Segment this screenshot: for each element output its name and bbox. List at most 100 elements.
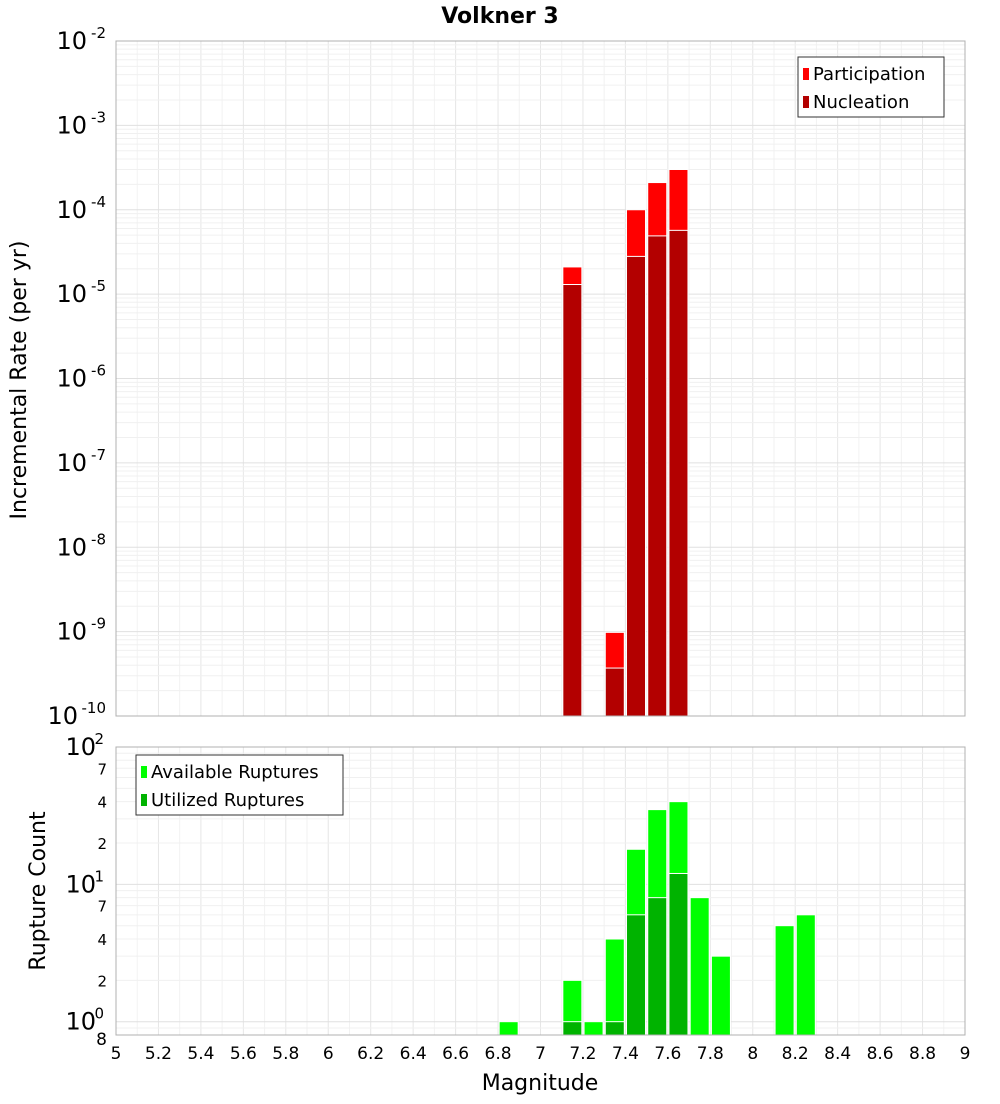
top-legend: Participation Nucleation xyxy=(797,56,945,118)
y-tick-base: 10 xyxy=(56,27,87,55)
bar-utilized-ruptures xyxy=(604,1021,625,1036)
bar-available-ruptures xyxy=(498,1021,519,1036)
x-tick-label: 8.2 xyxy=(782,1044,809,1064)
x-tick-label: 5.2 xyxy=(145,1044,172,1064)
x-tick-label: 6.2 xyxy=(357,1044,384,1064)
bar-utilized-ruptures xyxy=(668,872,689,1036)
x-tick-label: 7.2 xyxy=(569,1044,596,1064)
x-tick-label: 6.8 xyxy=(485,1044,512,1064)
y-tick-base: 10 xyxy=(56,196,87,224)
x-tick-label: 7.8 xyxy=(697,1044,724,1064)
y-tick-label: 10 -5 xyxy=(56,277,106,308)
y-minor-tick-label: 7 xyxy=(97,760,107,778)
bar-available-ruptures xyxy=(710,955,731,1036)
y-tick-label: 101 xyxy=(65,867,104,898)
y-tick-base: 10 xyxy=(56,280,87,308)
y-bottom-tick-label: 8 xyxy=(96,1030,107,1050)
y-minor-tick-label: 2 xyxy=(97,835,107,853)
y-minor-tick-label: 2 xyxy=(97,972,107,990)
bar-available-ruptures xyxy=(604,938,625,1036)
bar-nucleation xyxy=(668,229,689,717)
y-tick-exponent: -9 xyxy=(91,615,106,633)
y-tick-base: 10 xyxy=(65,870,96,898)
x-tick-label: 5.8 xyxy=(272,1044,299,1064)
bar-utilized-ruptures xyxy=(562,1021,583,1036)
bar-nucleation xyxy=(626,255,647,717)
y-minor-tick-label: 7 xyxy=(97,898,107,916)
y-tick-base: 10 xyxy=(56,365,87,393)
y-tick-base: 10 xyxy=(56,533,87,561)
y-tick-exponent: -7 xyxy=(91,446,106,464)
x-tick-label: 6 xyxy=(323,1044,334,1064)
legend-swatch xyxy=(141,766,147,778)
x-tick-label: 5.4 xyxy=(187,1044,214,1064)
y-tick-exponent: 2 xyxy=(94,730,104,748)
bar-utilized-ruptures xyxy=(626,914,647,1036)
x-tick-label: 8.4 xyxy=(824,1044,851,1064)
y-tick-label: 10 -9 xyxy=(56,615,106,646)
bottom-legend: Available Ruptures Utilized Ruptures xyxy=(135,754,344,816)
x-axis-title: Magnitude xyxy=(482,1071,599,1096)
legend-box xyxy=(797,56,945,118)
x-tick-label: 7.6 xyxy=(654,1044,681,1064)
x-tick-label: 6.6 xyxy=(442,1044,469,1064)
y-tick-exponent: -5 xyxy=(91,277,106,295)
y-minor-tick-label: 4 xyxy=(97,931,107,949)
x-tick-label: 5.6 xyxy=(230,1044,257,1064)
x-tick-label: 7 xyxy=(535,1044,546,1064)
legend-swatch xyxy=(141,794,147,806)
legend-swatch xyxy=(803,96,809,108)
x-tick-label: 8 xyxy=(747,1044,758,1064)
y-tick-base: 10 xyxy=(65,733,96,761)
top-plot-border xyxy=(115,40,966,717)
y-tick-base: 10 xyxy=(56,449,87,477)
y-axis-title-top: Incremental Rate (per yr) xyxy=(7,241,32,520)
y-tick-label: 102 xyxy=(65,730,104,761)
x-tick-label: 8.8 xyxy=(909,1044,936,1064)
y-tick-label: 10 -7 xyxy=(56,446,106,477)
y-tick-exponent: -4 xyxy=(91,193,106,211)
y-tick-exponent: -2 xyxy=(91,24,106,42)
y-tick-base: 10 xyxy=(65,1008,96,1036)
top-bars xyxy=(562,168,689,717)
bar-available-ruptures xyxy=(583,1021,604,1036)
y-tick-base: 10 xyxy=(47,702,78,730)
x-tick-label: 9 xyxy=(960,1044,971,1064)
bar-available-ruptures xyxy=(689,897,710,1036)
y-tick-label: 10 -2 xyxy=(56,24,106,55)
legend-label: Participation xyxy=(813,64,925,85)
bar-nucleation xyxy=(562,284,583,717)
y-tick-exponent: -3 xyxy=(91,108,106,126)
x-tick-label: 6.4 xyxy=(400,1044,427,1064)
y-axis-title-bottom: Rupture Count xyxy=(26,811,51,971)
x-tick-label: 8.6 xyxy=(867,1044,894,1064)
bar-available-ruptures xyxy=(795,914,816,1036)
y-tick-label: 10 -10 xyxy=(47,699,106,730)
bar-nucleation xyxy=(604,667,625,717)
bar-nucleation xyxy=(647,235,668,717)
bar-available-ruptures xyxy=(774,925,795,1036)
y-tick-exponent: -6 xyxy=(91,362,106,380)
y-tick-label: 10 -3 xyxy=(56,108,106,139)
y-tick-exponent: 1 xyxy=(94,867,104,885)
x-tick-label: 7.4 xyxy=(612,1044,639,1064)
legend-label: Utilized Ruptures xyxy=(151,790,304,811)
top-gridlines xyxy=(115,40,966,717)
chart-title: Volkner 3 xyxy=(441,4,559,29)
y-tick-exponent: 0 xyxy=(94,1005,104,1023)
legend-label: Available Ruptures xyxy=(151,762,319,783)
y-tick-label: 10 -8 xyxy=(56,530,106,561)
bar-utilized-ruptures xyxy=(647,897,668,1036)
legend-label: Nucleation xyxy=(813,92,909,113)
legend-swatch xyxy=(803,68,809,80)
series-nucleation xyxy=(562,229,689,717)
y-tick-base: 10 xyxy=(56,111,87,139)
bottom-plot-border xyxy=(115,746,966,1036)
x-tick-label: 5 xyxy=(111,1044,122,1064)
y-tick-exponent: -10 xyxy=(82,699,107,717)
y-tick-label: 10 -6 xyxy=(56,362,106,393)
y-tick-exponent: -8 xyxy=(91,530,106,548)
y-tick-label: 10 -4 xyxy=(56,193,106,224)
